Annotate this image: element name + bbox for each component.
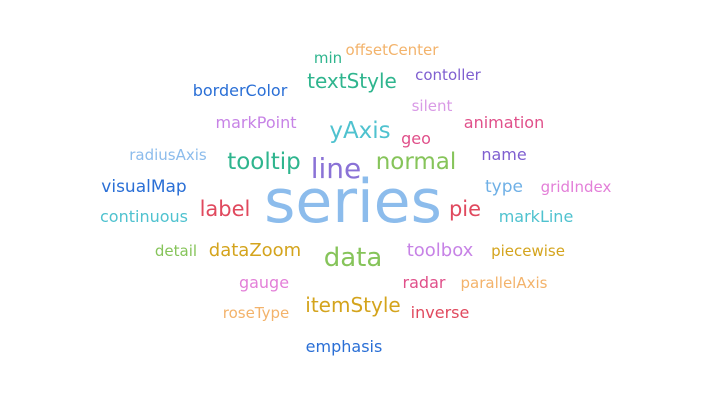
word-itemstyle: itemStyle xyxy=(305,293,400,317)
word-silent: silent xyxy=(412,97,453,115)
word-toolbox: toolbox xyxy=(407,240,474,261)
word-pie: pie xyxy=(449,197,481,221)
word-rosetype: roseType xyxy=(223,304,290,322)
word-tooltip: tooltip xyxy=(227,149,301,175)
word-parallelaxis: parallelAxis xyxy=(461,274,548,292)
word-emphasis: emphasis xyxy=(306,337,383,356)
word-radar: radar xyxy=(403,273,446,292)
word-type: type xyxy=(485,177,523,197)
word-contoller: contoller xyxy=(415,66,482,84)
word-geo: geo xyxy=(401,129,431,148)
word-gridindex: gridIndex xyxy=(541,178,612,196)
word-visualmap: visualMap xyxy=(101,177,186,197)
word-name: name xyxy=(481,145,526,164)
word-radiusaxis: radiusAxis xyxy=(129,146,207,164)
word-gauge: gauge xyxy=(239,273,289,292)
word-inverse: inverse xyxy=(411,303,470,322)
word-label: label xyxy=(200,197,251,221)
word-markpoint: markPoint xyxy=(216,113,297,132)
word-yaxis: yAxis xyxy=(329,118,390,144)
word-series: series xyxy=(264,167,442,237)
word-offsetcenter: offsetCenter xyxy=(346,41,440,59)
word-continuous: continuous xyxy=(100,207,188,226)
word-datazoom: dataZoom xyxy=(209,240,301,261)
word-markline: markLine xyxy=(499,207,574,226)
word-piecewise: piecewise xyxy=(491,242,565,260)
word-data: data xyxy=(324,243,383,273)
word-textstyle: textStyle xyxy=(307,69,397,93)
word-line: line xyxy=(311,152,362,185)
word-normal: normal xyxy=(376,149,457,175)
word-min: min xyxy=(314,49,342,67)
word-animation: animation xyxy=(464,113,544,132)
word-detail: detail xyxy=(155,242,197,260)
word-bordercolor: borderColor xyxy=(193,81,288,100)
